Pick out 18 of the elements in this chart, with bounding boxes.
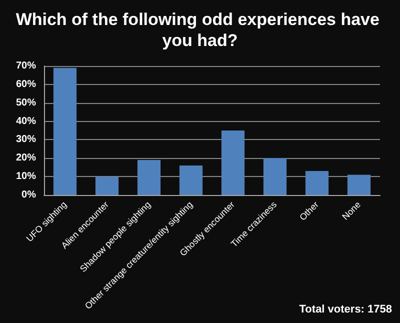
y-tick-label: 20% [16, 152, 36, 164]
y-tick-label: 50% [16, 97, 36, 108]
bar [137, 160, 161, 195]
y-tick-label: 60% [16, 78, 36, 90]
y-tick-label: 30% [16, 134, 36, 146]
bar [305, 171, 329, 195]
bar [221, 130, 245, 195]
bar [53, 68, 77, 195]
bar [263, 158, 287, 195]
bar [347, 174, 371, 195]
y-tick-label: 70% [16, 60, 36, 72]
text: Total voters: 1758 [299, 304, 392, 316]
bar [179, 166, 203, 195]
y-tick-label: 40% [16, 116, 36, 127]
y-tick-label: 10% [16, 171, 36, 182]
bar [95, 176, 119, 195]
y-tick-label: 0% [22, 190, 36, 200]
chart-title: Which of the following odd experiences have you had? [16, 10, 384, 50]
